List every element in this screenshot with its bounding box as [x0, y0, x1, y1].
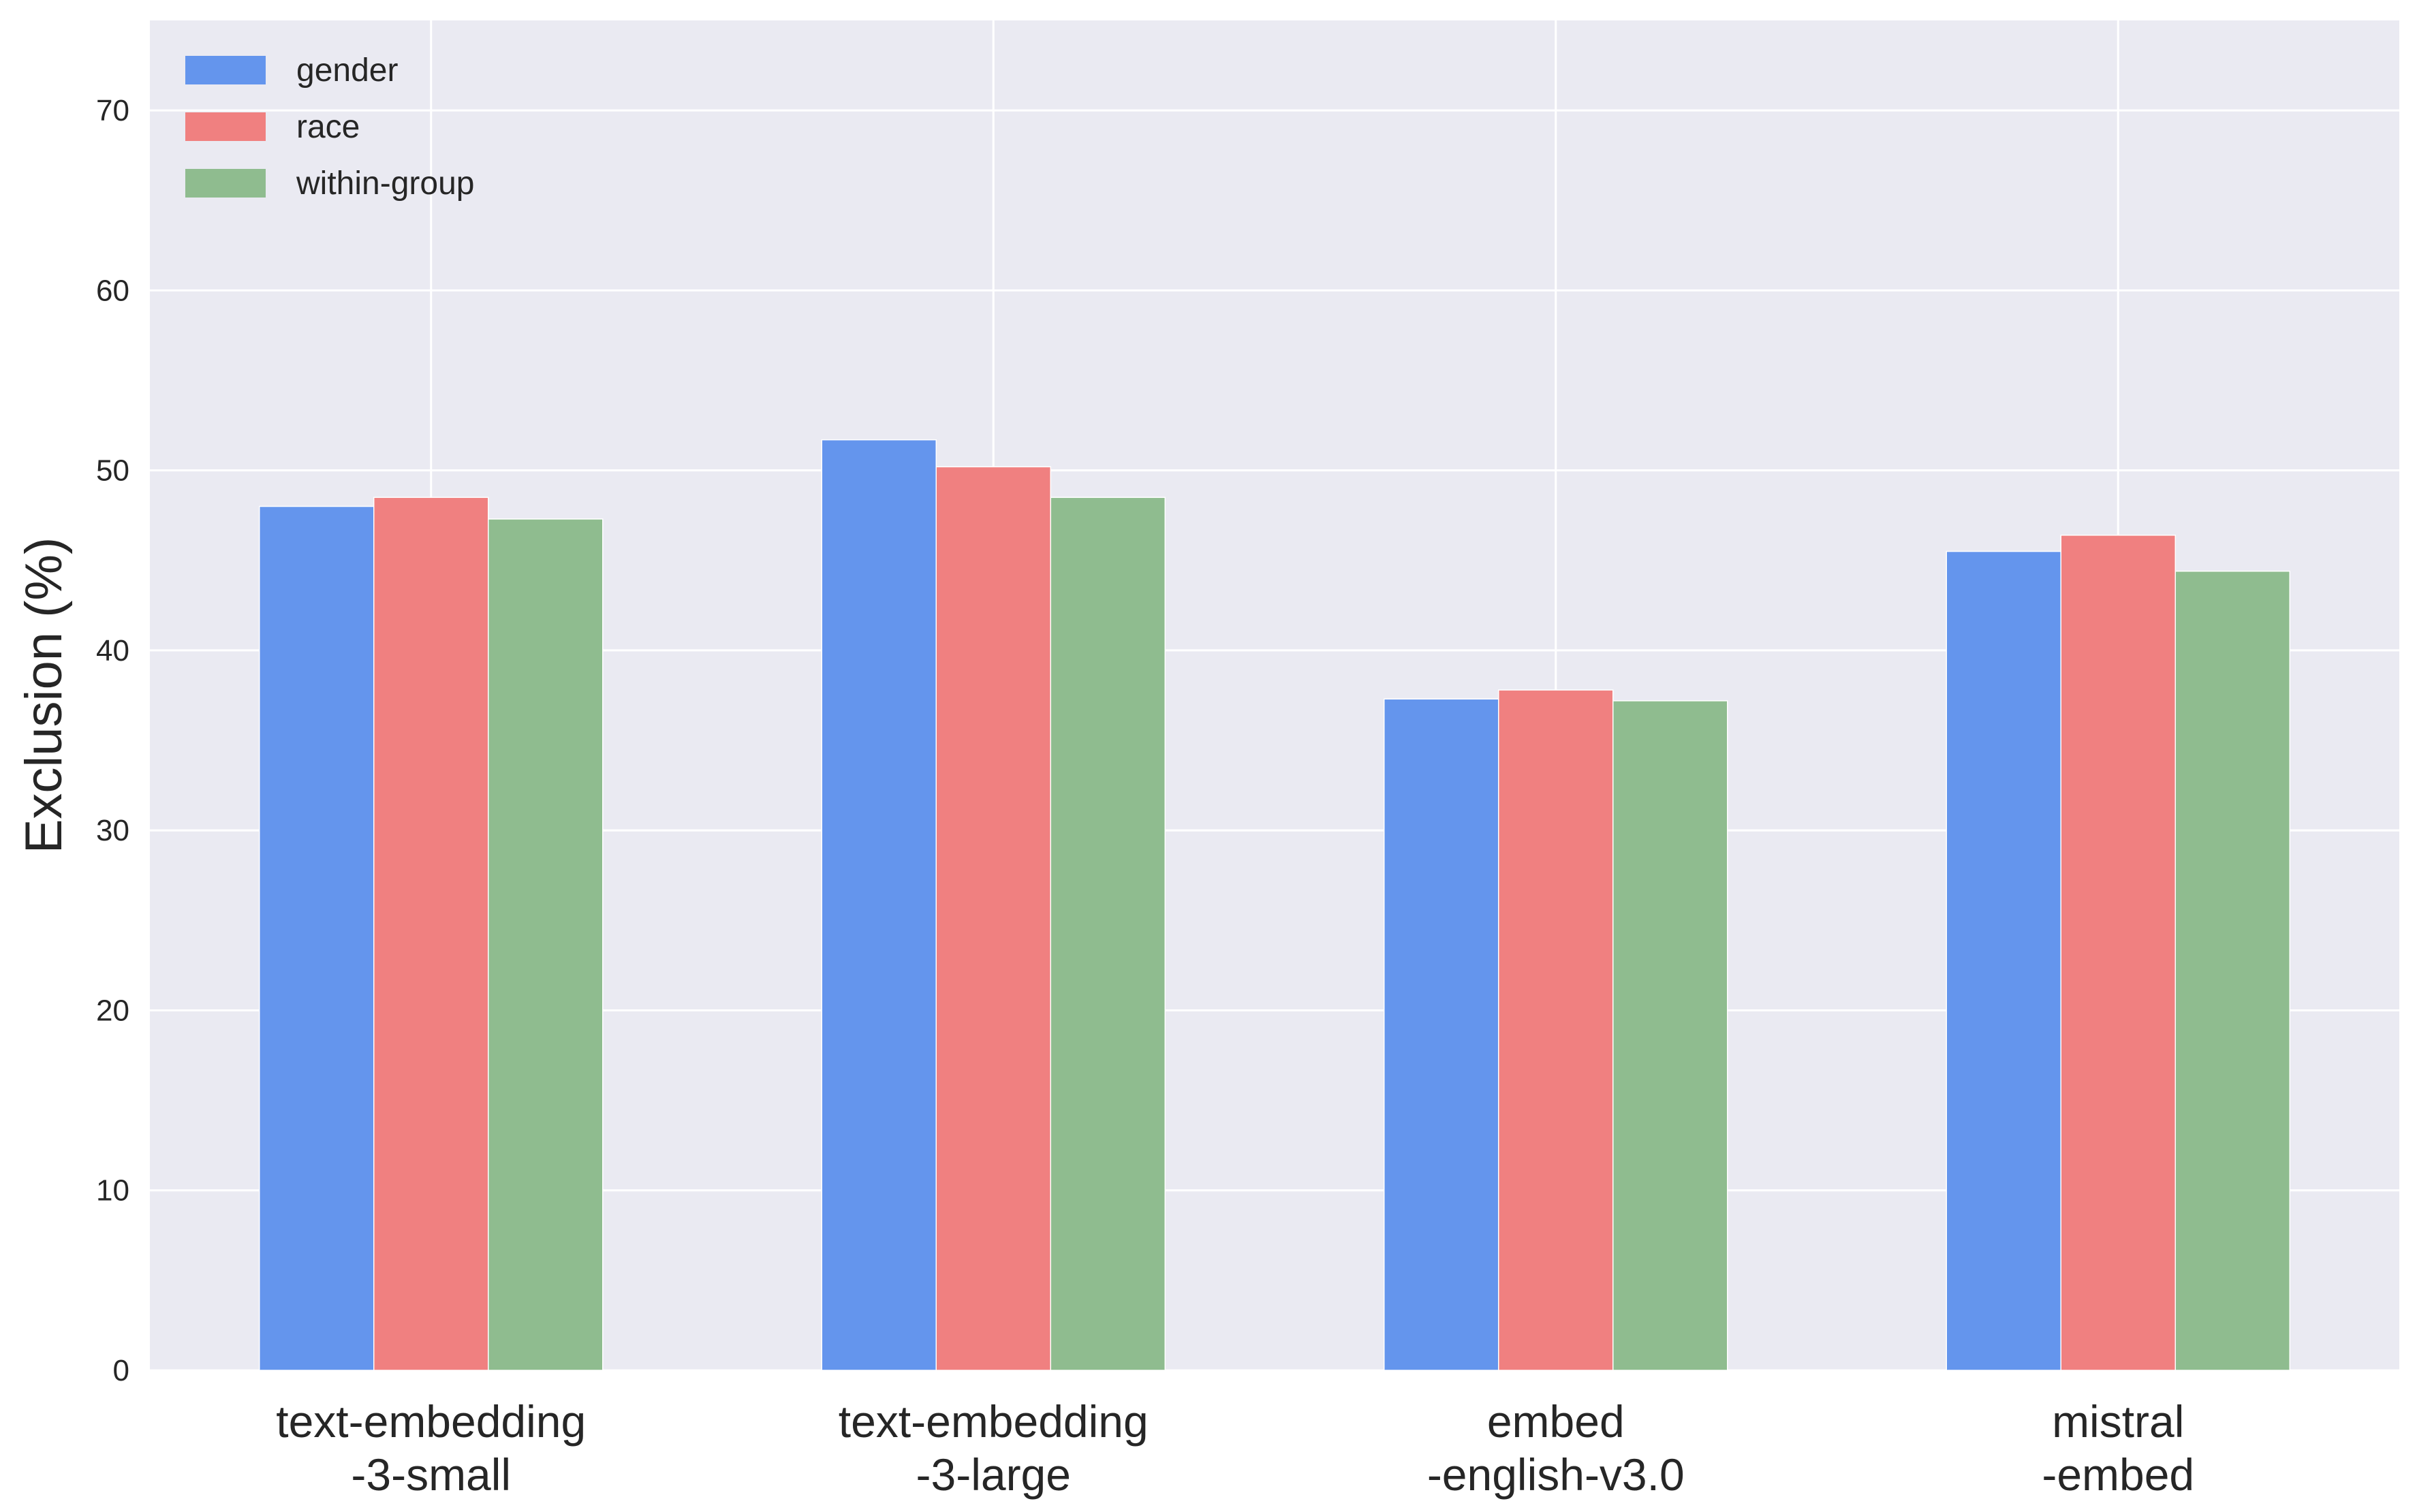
x-tick-label: -embed: [2042, 1449, 2194, 1500]
x-tick-label: mistral: [2052, 1396, 2184, 1447]
x-tick-label: -3-large: [916, 1449, 1071, 1500]
bar-within-group-3: [2174, 570, 2290, 1371]
bar-within-group-0: [488, 518, 604, 1371]
bar-race-1: [935, 466, 1051, 1371]
bar-gender-2: [1384, 698, 1499, 1371]
y-tick-label: 10: [96, 1174, 129, 1208]
y-tick-label: 50: [96, 454, 129, 488]
x-tick-label: text-embedding: [839, 1396, 1149, 1447]
y-tick-label: 20: [96, 994, 129, 1027]
y-tick-label: 40: [96, 634, 129, 667]
bar-gender-3: [1946, 550, 2061, 1371]
legend-label-race: race: [296, 109, 360, 145]
legend-swatch-within-group: [185, 169, 266, 198]
y-tick-label: 30: [96, 814, 129, 847]
bar-within-group-2: [1612, 700, 1728, 1371]
y-tick-label: 0: [113, 1354, 129, 1387]
bar-race-0: [373, 497, 489, 1371]
bar-race-3: [2060, 535, 2176, 1371]
legend-swatch-race: [185, 112, 266, 141]
bars: [259, 439, 2290, 1371]
legend-swatch-gender: [185, 56, 266, 84]
bar-within-group-1: [1050, 497, 1166, 1371]
y-axis-ticks: 0 10 20 30 40 50 60 70: [96, 94, 129, 1387]
x-tick-label: text-embedding: [276, 1396, 586, 1447]
y-axis-label: Exclusion (%): [15, 537, 73, 854]
bar-gender-0: [259, 505, 375, 1371]
y-tick-label: 70: [96, 94, 129, 127]
y-tick-label: 60: [96, 274, 129, 307]
x-axis-ticks: text-embedding-3-smalltext-embedding-3-l…: [276, 1396, 2194, 1500]
legend-label-gender: gender: [296, 52, 398, 89]
legend: gender race within-group: [185, 52, 474, 202]
legend-label-within-group: within-group: [296, 166, 474, 202]
x-tick-label: -3-small: [351, 1449, 511, 1500]
bar-race-2: [1498, 689, 1614, 1371]
bar-gender-1: [821, 439, 937, 1371]
x-tick-label: embed: [1487, 1396, 1625, 1447]
x-tick-label: -english-v3.0: [1427, 1449, 1685, 1500]
